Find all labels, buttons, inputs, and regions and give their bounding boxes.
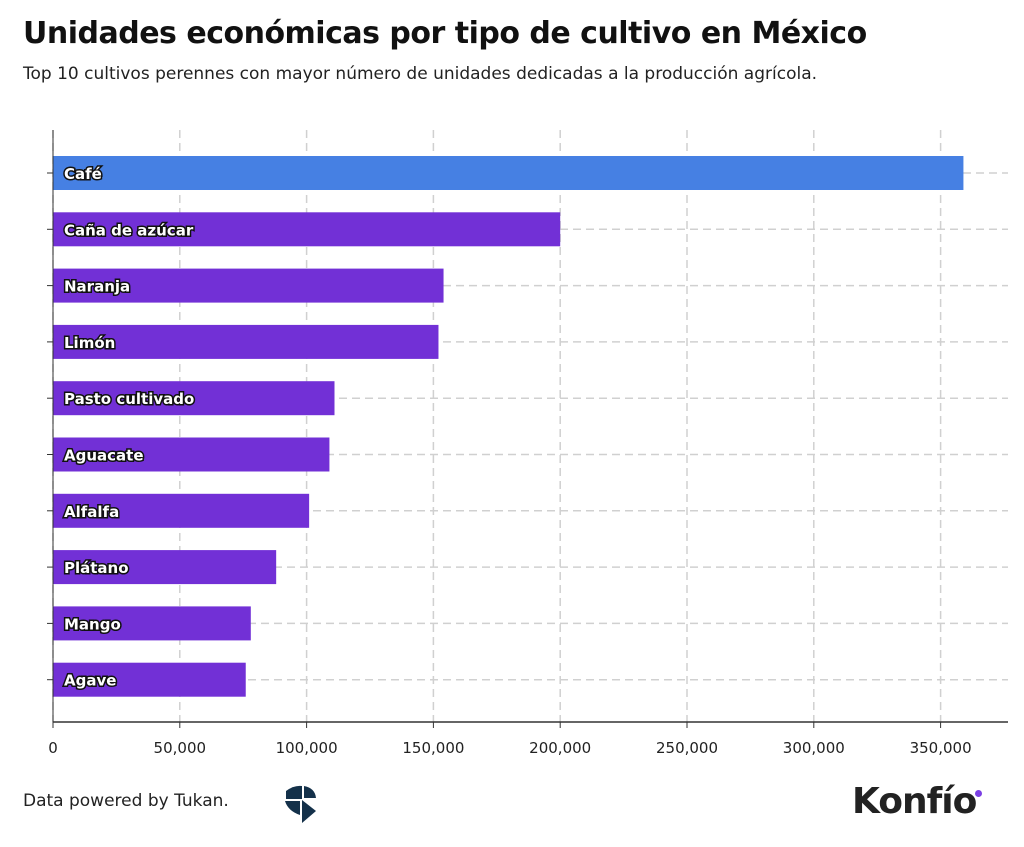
- bar-label: Caña de azúcar: [64, 221, 194, 239]
- bar: [53, 662, 246, 697]
- konfio-logo-dot: [975, 790, 982, 797]
- x-tick-label: 250,000: [656, 739, 718, 757]
- chart-subtitle: Top 10 cultivos perennes con mayor númer…: [23, 64, 818, 84]
- konfio-logo: Konfío: [852, 781, 977, 822]
- x-tick-label: 350,000: [910, 739, 972, 757]
- x-tick-label: 200,000: [529, 739, 591, 757]
- bar-label: Mango: [64, 615, 121, 633]
- bar: [53, 606, 251, 641]
- bar-label: Limón: [64, 334, 115, 352]
- bar: [53, 550, 277, 585]
- bar: [53, 268, 444, 303]
- bar-label: Agave: [64, 672, 116, 690]
- bar-label: Pasto cultivado: [64, 390, 194, 408]
- bar: [53, 324, 439, 359]
- chart-title: Unidades económicas por tipo de cultivo …: [23, 16, 867, 51]
- bar: [53, 437, 330, 472]
- bar-label: Plátano: [64, 559, 129, 577]
- bar-chart: 0 50,000 100,000 150,000 200,000 250,000 300,0…: [47, 130, 1008, 757]
- bar-label: Café: [64, 165, 102, 183]
- bar-label: Alfalfa: [64, 503, 119, 521]
- bar: [53, 381, 335, 416]
- source-credit: Data powered by Tukan.: [23, 791, 229, 811]
- x-tick-label: 100,000: [276, 739, 338, 757]
- bar: [53, 212, 561, 247]
- bar-label: Naranja: [64, 278, 130, 296]
- x-tick-label: 150,000: [402, 739, 464, 757]
- bar: [53, 493, 310, 528]
- bar: [53, 156, 964, 190]
- x-tick-label: 50,000: [154, 739, 207, 757]
- x-tick-label: 0: [48, 739, 58, 757]
- tukan-logo-icon: [285, 785, 316, 823]
- bar-label: Aguacate: [64, 447, 144, 465]
- x-tick-label: 300,000: [783, 739, 845, 757]
